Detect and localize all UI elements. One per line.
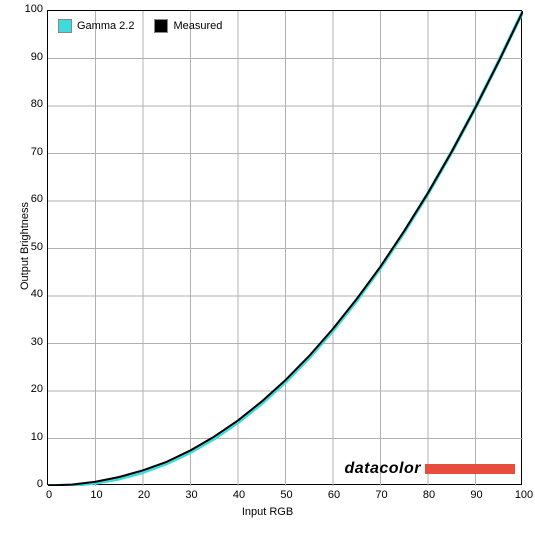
x-tick-label: 0 (39, 489, 59, 501)
x-tick-label: 90 (467, 489, 487, 501)
plot-svg (48, 11, 523, 486)
watermark-bar (425, 464, 515, 474)
legend-label-measured: Measured (173, 20, 222, 32)
watermark-text: datacolor (344, 460, 421, 478)
x-tick-label: 10 (87, 489, 107, 501)
x-axis-label: Input RGB (0, 506, 535, 518)
x-tick-label: 40 (229, 489, 249, 501)
y-axis-label: Output Brightness (19, 186, 31, 306)
x-tick-label: 50 (277, 489, 297, 501)
y-tick-label: 10 (21, 431, 43, 443)
y-tick-label: 70 (21, 146, 43, 158)
legend: Gamma 2.2 Measured (58, 19, 222, 33)
plot-area: Gamma 2.2 Measured datacolor (47, 10, 522, 485)
legend-label-gamma: Gamma 2.2 (77, 20, 134, 32)
x-tick-label: 30 (182, 489, 202, 501)
x-tick-label: 80 (419, 489, 439, 501)
x-tick-label: 20 (134, 489, 154, 501)
legend-item-gamma: Gamma 2.2 (58, 19, 134, 33)
gamma-chart: Gamma 2.2 Measured datacolor 0 10 20 30 40 50… (0, 0, 535, 535)
legend-item-measured: Measured (154, 19, 222, 33)
x-tick-label: 70 (372, 489, 392, 501)
y-tick-label: 80 (21, 98, 43, 110)
datacolor-watermark: datacolor (344, 460, 515, 478)
legend-swatch-measured (154, 19, 168, 33)
x-tick-label: 60 (324, 489, 344, 501)
y-tick-label: 100 (21, 3, 43, 15)
y-tick-label: 90 (21, 51, 43, 63)
x-tick-label: 100 (514, 489, 534, 501)
y-tick-label: 20 (21, 383, 43, 395)
legend-swatch-gamma (58, 19, 72, 33)
y-tick-label: 30 (21, 336, 43, 348)
